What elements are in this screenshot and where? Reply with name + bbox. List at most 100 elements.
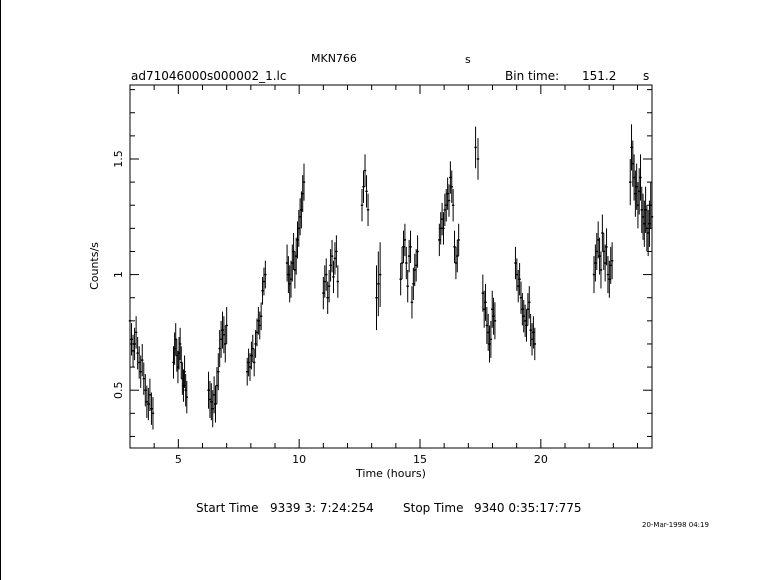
bin-time-value: 151.2 (582, 69, 617, 83)
x-tick-label: 5 (175, 453, 182, 466)
data-point (221, 311, 224, 349)
data-point (255, 318, 259, 347)
data-point (457, 223, 460, 257)
page-left-border (0, 0, 1, 580)
data-point (528, 286, 531, 319)
data-point (130, 323, 133, 356)
data-point (521, 293, 524, 326)
data-point (482, 290, 486, 328)
data-point (519, 281, 523, 314)
data-point (413, 253, 416, 287)
date-stamp: 20-Mar-1998 04:19 (642, 521, 709, 529)
data-point (323, 265, 326, 298)
data-point (301, 175, 304, 213)
data-point (131, 334, 135, 368)
data-point (215, 367, 219, 405)
start-time-value: 9339 3: 7:24:254 (270, 501, 374, 515)
data-point (150, 392, 153, 425)
data-point (287, 256, 290, 294)
data-point (532, 316, 535, 349)
data-point (289, 260, 293, 298)
data-point (439, 212, 442, 245)
data-point (492, 297, 495, 335)
data-point (533, 327, 536, 361)
data-point (403, 223, 407, 257)
data-point (298, 198, 302, 236)
object-name: MKN766 (311, 52, 357, 65)
data-point (602, 232, 605, 270)
stop-time-value: 9340 0:35:17:775 (474, 501, 582, 515)
data-point (525, 309, 528, 342)
data-point (285, 244, 289, 282)
data-point (292, 232, 295, 270)
data-point (291, 244, 294, 282)
data-point (210, 383, 213, 421)
data-point (488, 325, 491, 363)
data-point (293, 251, 297, 289)
data-point (605, 228, 608, 266)
data-point (134, 316, 138, 349)
data-point (246, 357, 249, 386)
data-point (639, 154, 642, 201)
data-point (399, 263, 402, 296)
data-point (264, 260, 267, 289)
data-point (137, 346, 141, 379)
data-point (447, 184, 451, 217)
data-point (405, 246, 408, 280)
data-point (183, 355, 186, 388)
data-point (438, 223, 441, 257)
data-point (523, 304, 527, 338)
data-point (517, 269, 520, 303)
data-point (454, 246, 458, 280)
data-point (493, 302, 497, 340)
data-point (491, 290, 494, 328)
data-point (442, 212, 445, 245)
data-point (606, 256, 610, 294)
data-point (217, 353, 220, 391)
data-point (514, 246, 517, 280)
data-point (325, 258, 328, 291)
data-point (133, 327, 136, 361)
data-point (141, 343, 144, 377)
object-unit: s (465, 53, 471, 66)
data-point (224, 325, 227, 363)
data-point (336, 265, 340, 298)
data-point (610, 242, 614, 280)
data-point (595, 232, 598, 270)
data-point (601, 214, 604, 252)
plot-frame (129, 84, 653, 449)
data-point (446, 177, 449, 210)
data-point (302, 163, 306, 201)
data-point (147, 387, 150, 421)
data-point (400, 246, 404, 280)
data-point (247, 348, 250, 377)
data-marks (128, 124, 654, 430)
data-point (214, 385, 217, 423)
data-point (445, 189, 448, 222)
data-point (332, 260, 335, 294)
x-tick-label: 20 (534, 453, 548, 466)
data-point (145, 385, 149, 418)
data-point (629, 158, 632, 206)
data-point (252, 348, 256, 377)
data-point (219, 320, 223, 358)
data-point (254, 330, 257, 358)
x-tick-label: 15 (413, 453, 427, 466)
data-point (409, 230, 412, 264)
data-point (522, 300, 525, 333)
data-point (598, 237, 601, 275)
data-point (456, 239, 459, 273)
data-point (481, 274, 485, 312)
data-point (484, 283, 487, 321)
data-point (414, 249, 418, 282)
data-point (608, 260, 611, 298)
data-point (335, 235, 338, 268)
data-point (451, 189, 455, 222)
data-point (592, 256, 596, 294)
data-point (212, 376, 216, 414)
data-point (258, 311, 261, 340)
data-point (650, 193, 654, 240)
data-point (257, 306, 260, 335)
stop-time-label: Stop Time (403, 501, 464, 515)
